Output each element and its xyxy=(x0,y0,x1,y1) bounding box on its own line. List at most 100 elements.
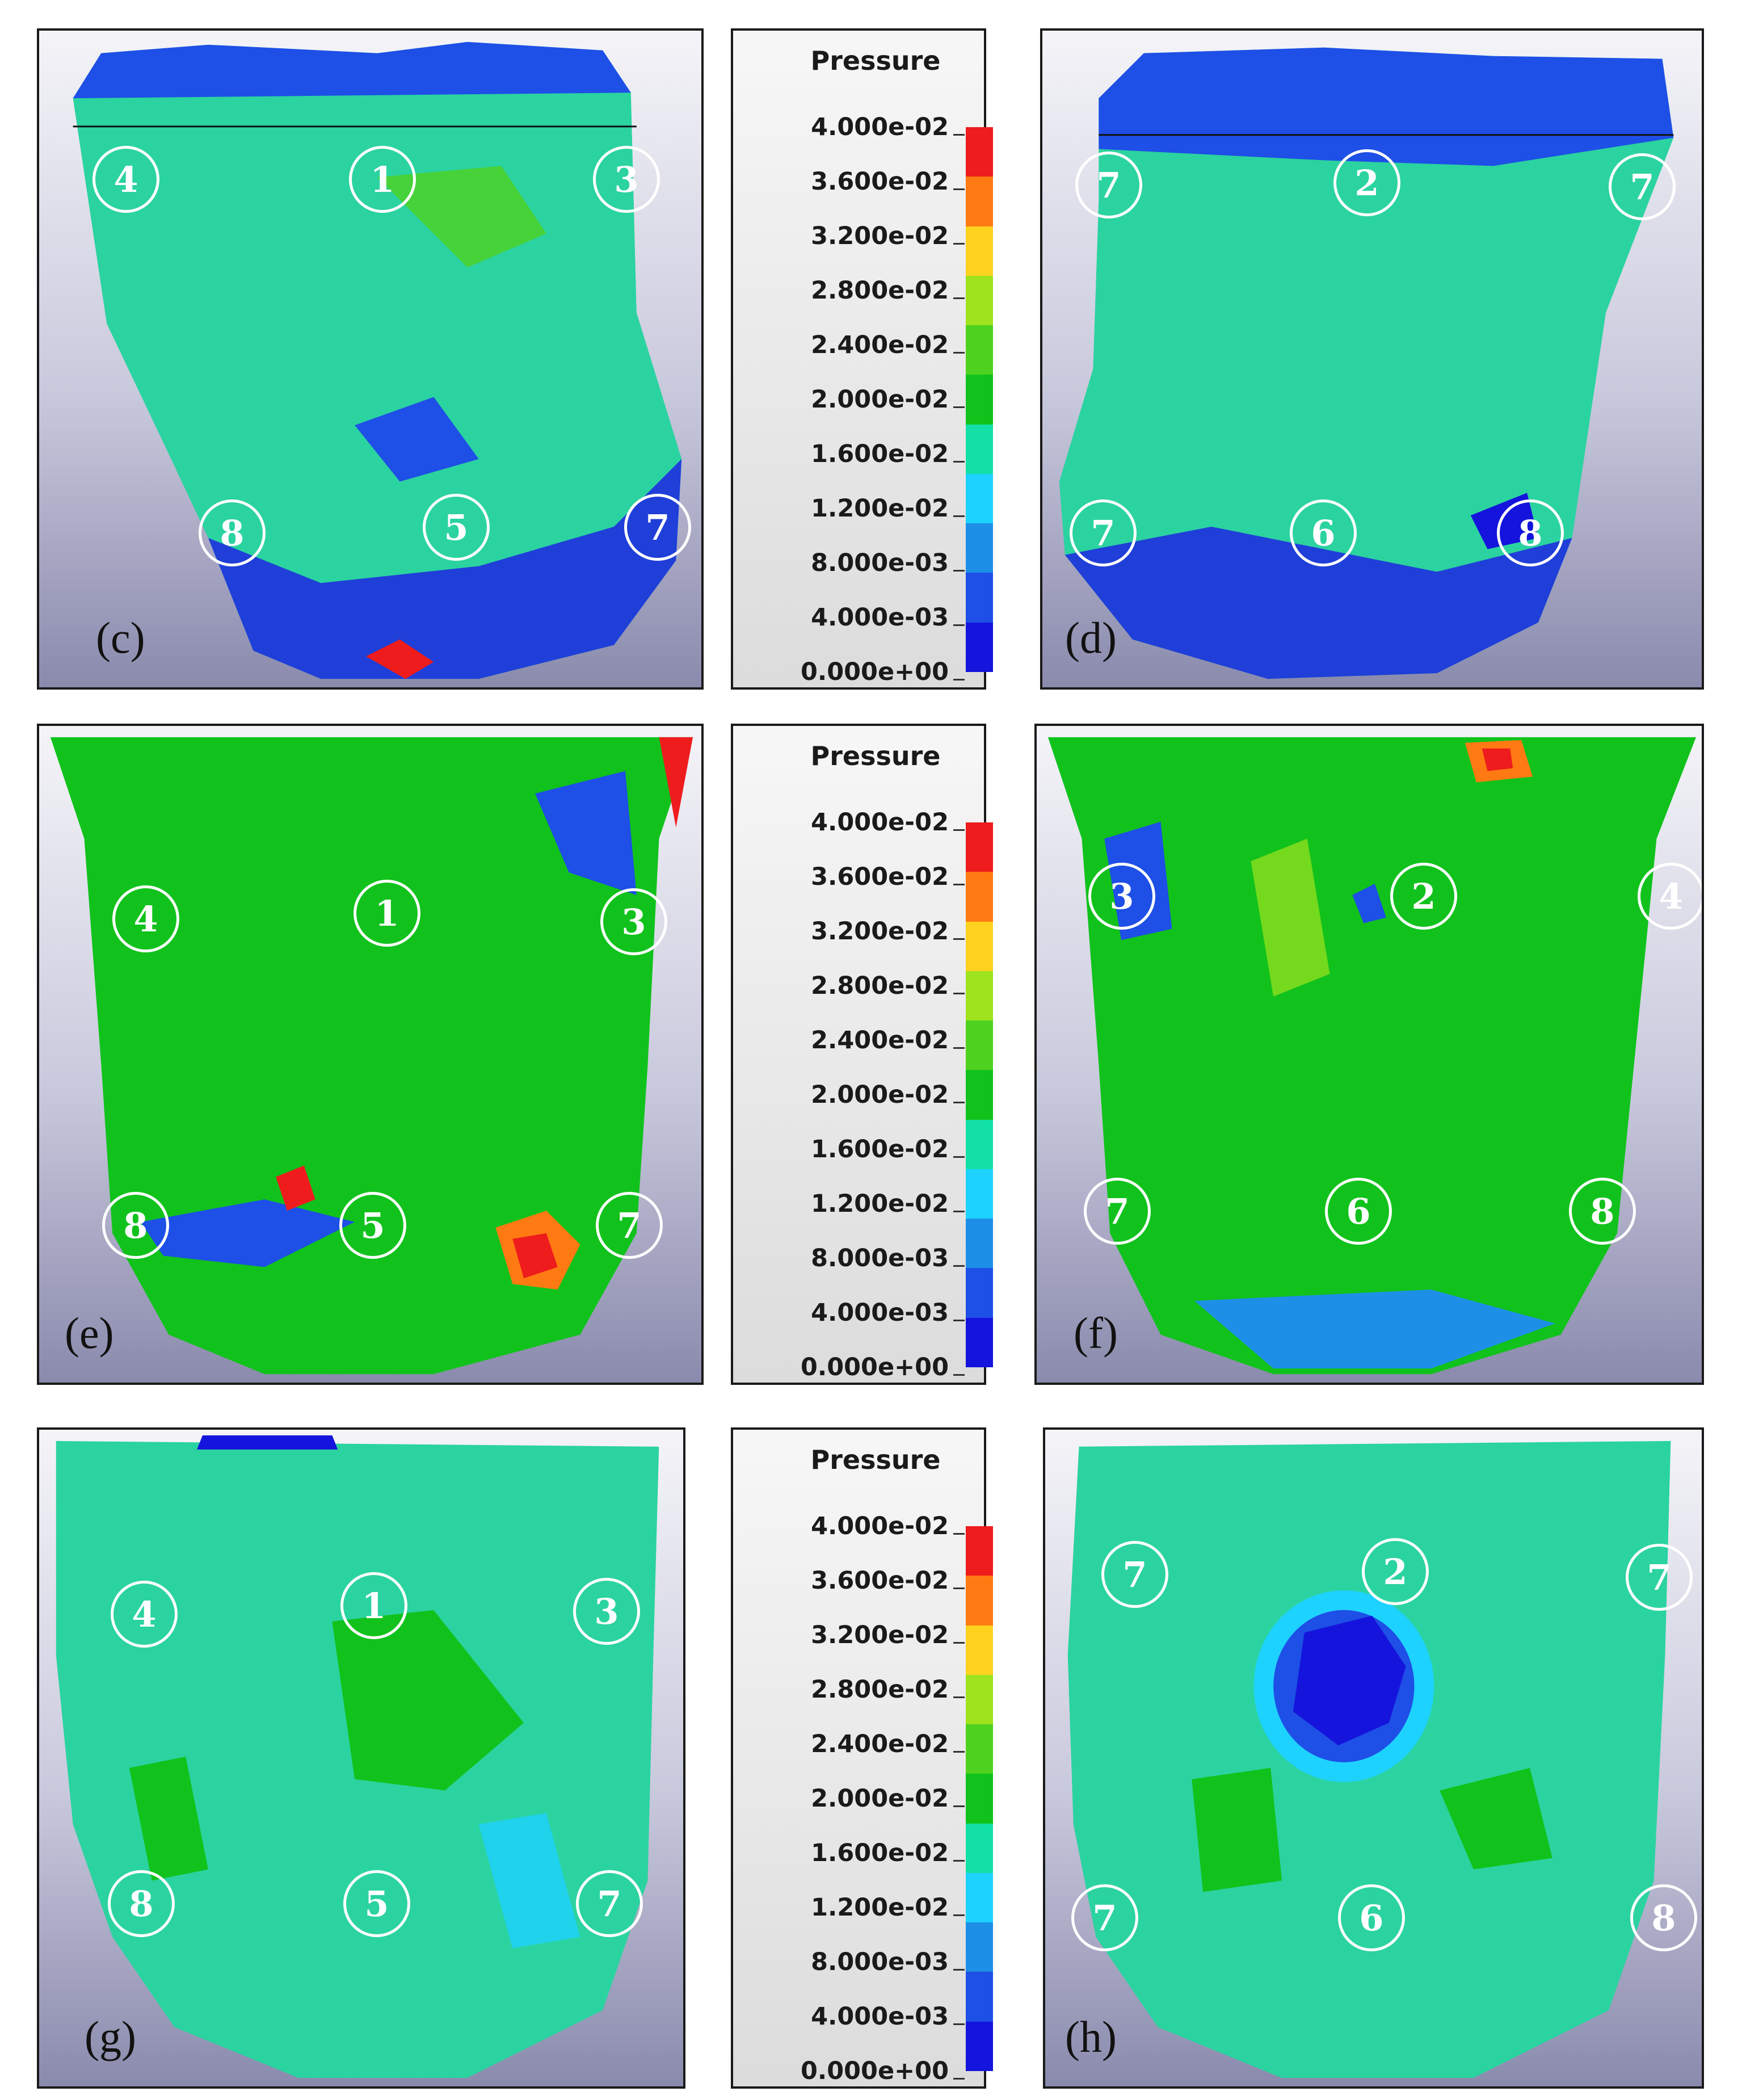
legend-tick-mark xyxy=(953,1265,965,1267)
color-scale-segment xyxy=(966,325,993,375)
legend-tick-label: 4.000e-03 xyxy=(811,603,949,632)
legend-tick-label: 0.000e+00 xyxy=(800,1353,949,1381)
region-marker-e-8: 8 xyxy=(102,1192,169,1259)
region-marker-e-7: 7 xyxy=(596,1192,663,1259)
legend-tick-label: 1.200e-02 xyxy=(811,1893,949,1922)
legend-tick-label: 3.600e-02 xyxy=(811,1566,949,1595)
region-marker-d-7: 7 xyxy=(1075,152,1142,219)
color-scale-segment xyxy=(966,2021,993,2071)
legend-tick-mark xyxy=(953,1211,965,1212)
legend-tick-label: 1.200e-02 xyxy=(811,494,949,523)
panel-label-h: (h) xyxy=(1065,2012,1117,2061)
legend-tick-mark xyxy=(953,406,965,408)
legend-tick-mark xyxy=(953,679,965,681)
legend-tick-label: 2.800e-02 xyxy=(811,1675,949,1704)
legend-tick-label: 0.000e+00 xyxy=(800,658,949,686)
legend-tick-mark xyxy=(953,2023,965,2025)
color-scale-segment xyxy=(966,1169,993,1219)
region-marker-f-8: 8 xyxy=(1569,1178,1636,1245)
legend-tick-label: 1.600e-02 xyxy=(811,1135,949,1164)
region-marker-h-2: 2 xyxy=(1362,1538,1429,1605)
region-marker-h-8: 8 xyxy=(1630,1884,1697,1951)
color-scale-segment xyxy=(966,1576,993,1626)
region-marker-c-4: 4 xyxy=(92,146,159,213)
region-marker-e-5: 5 xyxy=(339,1192,406,1259)
region-marker-c-5: 5 xyxy=(423,494,490,561)
socket-shape-c xyxy=(73,41,682,679)
legend-tick-mark xyxy=(953,624,965,626)
legend-title: Pressure xyxy=(810,1444,941,1475)
color-scale-segment xyxy=(966,375,993,425)
region-marker-e-1: 1 xyxy=(354,880,420,947)
legend-tick-mark xyxy=(953,570,965,572)
region-marker-h-7: 7 xyxy=(1626,1544,1693,1611)
socket-shape-h xyxy=(1067,1440,1671,2078)
color-scale-segment xyxy=(966,822,993,872)
panel-d: (d) 7 2 7 7 6 8 xyxy=(1040,28,1704,690)
legend-tick-label: 2.800e-02 xyxy=(811,276,949,305)
legend-tick-mark xyxy=(953,1156,965,1158)
panel-label-d: (d) xyxy=(1065,613,1117,662)
legend-tick-label: 4.000e-02 xyxy=(811,1512,949,1540)
region-marker-f-4: 4 xyxy=(1638,863,1702,930)
panel-f: (f) 3 2 4 7 6 8 xyxy=(1034,724,1704,1385)
color-scale-segment xyxy=(966,921,993,971)
panel-c: (c) 4 1 3 8 5 7 xyxy=(37,28,704,690)
legend-tick-mark xyxy=(953,829,965,831)
region-marker-c-8: 8 xyxy=(199,499,266,566)
region-marker-g-5: 5 xyxy=(343,1870,410,1937)
region-marker-f-3: 3 xyxy=(1088,863,1155,930)
legend-tick-mark xyxy=(953,1914,965,1916)
legend-tick-label: 2.400e-02 xyxy=(811,1730,949,1758)
legend-tick-mark xyxy=(953,352,965,354)
panel-label-c: (c) xyxy=(96,613,145,662)
color-scale-segment xyxy=(966,275,993,326)
color-scale-segment xyxy=(966,622,993,672)
socket-shape-g xyxy=(56,1435,659,2078)
panel-label-f: (f) xyxy=(1074,1308,1118,1358)
color-scale-bar xyxy=(966,1526,993,2071)
panel-label-e: (e) xyxy=(65,1308,114,1358)
legend-tick-label: 2.000e-02 xyxy=(811,1081,949,1109)
legend-tick-mark xyxy=(953,1102,965,1103)
region-marker-c-7: 7 xyxy=(624,494,691,561)
legend-tick-mark xyxy=(953,1696,965,1698)
color-scale-segment xyxy=(966,971,993,1021)
legend-tick-mark xyxy=(953,884,965,885)
legend-tick-mark xyxy=(953,1805,965,1807)
color-scale-segment xyxy=(966,1674,993,1725)
region-marker-f-6: 6 xyxy=(1325,1178,1392,1245)
legend-tick-mark xyxy=(953,1751,965,1753)
region-marker-g-1: 1 xyxy=(340,1572,407,1639)
color-scale-segment xyxy=(966,1823,993,1873)
legend-tick-mark xyxy=(953,461,965,463)
pressure-legend-1: Pressure 4.000e-02 3.600e-02 3.200e-02 2.800… xyxy=(731,28,993,690)
legend-title: Pressure xyxy=(810,45,941,76)
color-scale-segment xyxy=(966,1070,993,1120)
panel-h: (h) 7 2 7 7 6 8 xyxy=(1043,1427,1704,2089)
legend-tick-label: 3.200e-02 xyxy=(811,222,949,250)
legend-tick-mark xyxy=(953,1374,965,1376)
color-scale-segment xyxy=(966,127,993,177)
legend-tick-mark xyxy=(953,1642,965,1644)
legend-tick-label: 8.000e-03 xyxy=(811,1948,949,1976)
legend-tick-mark xyxy=(953,1533,965,1535)
legend-tick-mark xyxy=(953,297,965,299)
legend-tick-mark xyxy=(953,1587,965,1589)
legend-tick-mark xyxy=(953,938,965,940)
region-marker-e-4: 4 xyxy=(112,885,179,952)
legend-tick-label: 2.800e-02 xyxy=(811,972,949,1000)
region-marker-d-7: 7 xyxy=(1070,499,1137,566)
color-scale-segment xyxy=(966,1625,993,1675)
region-marker-c-1: 1 xyxy=(349,146,416,213)
legend-tick-label: 3.200e-02 xyxy=(811,917,949,946)
color-scale-segment xyxy=(966,1020,993,1070)
legend-tick-mark xyxy=(953,993,965,994)
legend-title: Pressure xyxy=(810,741,941,771)
legend-tick-label: 2.000e-02 xyxy=(811,385,949,414)
color-scale-segment xyxy=(966,1872,993,1923)
color-scale-segment xyxy=(966,573,993,623)
legend-tick-label: 3.200e-02 xyxy=(811,1621,949,1649)
region-marker-g-8: 8 xyxy=(108,1870,175,1937)
legend-tick-label: 8.000e-03 xyxy=(811,549,949,577)
